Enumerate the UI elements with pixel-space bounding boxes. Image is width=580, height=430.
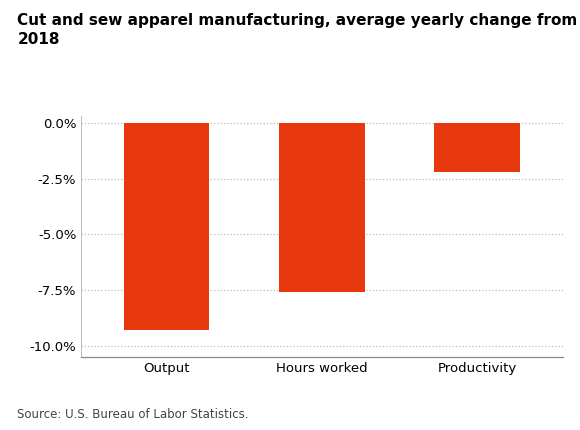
Text: Cut and sew apparel manufacturing, average yearly change from 1997 to
2018: Cut and sew apparel manufacturing, avera… [17,13,580,46]
Bar [434,123,520,172]
Bar [279,123,365,292]
Bar [124,123,209,330]
Text: Source: U.S. Bureau of Labor Statistics.: Source: U.S. Bureau of Labor Statistics. [17,408,249,421]
